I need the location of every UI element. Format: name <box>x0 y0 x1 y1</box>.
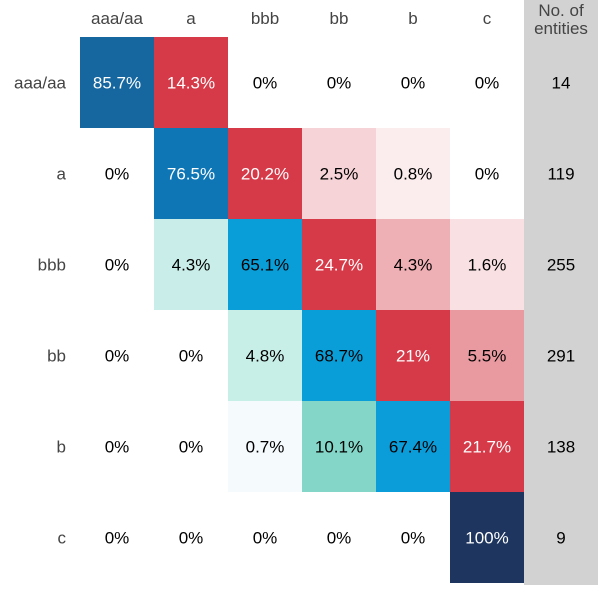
entity-count-label: 119 <box>547 165 574 184</box>
cell-value-label: 0% <box>475 165 500 184</box>
heatmap-cell <box>228 128 302 219</box>
y-tick-label: bb <box>47 347 66 366</box>
cell-value-label: 65.1% <box>241 256 289 275</box>
cell-value-label: 0.7% <box>246 438 285 457</box>
entity-count-label: 291 <box>547 347 575 366</box>
cell-value-label: 1.6% <box>468 256 507 275</box>
cell-value-label: 0% <box>105 165 130 184</box>
entity-count-label: 138 <box>547 438 575 457</box>
count-column-background <box>524 0 598 585</box>
entity-count-label: 255 <box>547 256 575 275</box>
cell-value-label: 0% <box>327 74 352 93</box>
cell-value-label: 21% <box>396 347 430 366</box>
heatmap-cell <box>450 492 524 583</box>
cell-value-label: 0% <box>253 529 278 548</box>
cell-value-label: 4.8% <box>246 347 285 366</box>
cell-value-label: 4.3% <box>172 256 211 275</box>
heatmap-cell <box>302 401 376 492</box>
heatmap-cell <box>376 401 450 492</box>
y-tick-label: c <box>58 529 67 548</box>
cell-value-label: 0% <box>179 347 204 366</box>
heatmap-cell <box>80 37 154 128</box>
cell-value-label: 0% <box>105 347 130 366</box>
x-tick-label: c <box>483 9 492 28</box>
x-tick-label: bbb <box>251 9 279 28</box>
heatmap-cell <box>376 219 450 310</box>
heatmap-cell <box>228 401 302 492</box>
heatmap-cell <box>302 128 376 219</box>
cell-value-label: 21.7% <box>463 438 511 457</box>
entity-count-label: 9 <box>556 529 565 548</box>
heatmap-cell <box>376 310 450 401</box>
cell-value-label: 2.5% <box>320 165 359 184</box>
cell-value-label: 0% <box>179 438 204 457</box>
x-tick-label: bb <box>330 9 349 28</box>
heatmap-cell <box>450 310 524 401</box>
cell-value-label: 4.3% <box>394 256 433 275</box>
cell-value-label: 67.4% <box>389 438 437 457</box>
count-header-label: No. of <box>538 1 584 20</box>
cell-value-label: 0% <box>105 529 130 548</box>
heatmap-cell <box>450 401 524 492</box>
count-header-label: entities <box>534 19 588 38</box>
cell-value-label: 0% <box>253 74 278 93</box>
cell-value-label: 76.5% <box>167 165 215 184</box>
cell-value-label: 85.7% <box>93 74 141 93</box>
cell-value-label: 10.1% <box>315 438 363 457</box>
y-tick-label: b <box>57 438 66 457</box>
y-tick-label: bbb <box>38 256 66 275</box>
heatmap-cell <box>154 37 228 128</box>
cell-value-label: 0% <box>105 438 130 457</box>
cell-value-label: 14.3% <box>167 74 215 93</box>
heatmap-cell <box>376 128 450 219</box>
cell-value-label: 0% <box>401 529 426 548</box>
cell-value-label: 0% <box>105 256 130 275</box>
heatmap-cell <box>450 219 524 310</box>
heatmap-cell <box>302 310 376 401</box>
x-tick-label: b <box>408 9 417 28</box>
x-tick-label: a <box>186 9 196 28</box>
heatmap-cell <box>154 128 228 219</box>
cell-value-label: 100% <box>465 529 508 548</box>
cells-layer <box>80 37 524 583</box>
cell-value-label: 0.8% <box>394 165 433 184</box>
x-tick-label: aaa/aa <box>91 9 144 28</box>
heatmap-cell <box>228 310 302 401</box>
y-tick-label: a <box>57 165 67 184</box>
entity-count-label: 14 <box>552 74 571 93</box>
heatmap-cell <box>228 219 302 310</box>
cell-value-label: 0% <box>401 74 426 93</box>
cell-value-label: 20.2% <box>241 165 289 184</box>
heatmap-cell <box>154 219 228 310</box>
cell-value-label: 0% <box>327 529 352 548</box>
labels-layer: aaa/aa a bbb bb b c No. ofentitiesaaa/aaabbbbb… <box>14 1 588 548</box>
cell-value-label: 68.7% <box>315 347 363 366</box>
y-tick-label: aaa/aa <box>14 74 67 93</box>
cell-value-label: 5.5% <box>468 347 507 366</box>
heatmap-cell <box>302 219 376 310</box>
cell-value-label: 0% <box>475 74 500 93</box>
cell-value-label: 0% <box>179 529 204 548</box>
cell-value-label: 24.7% <box>315 256 363 275</box>
